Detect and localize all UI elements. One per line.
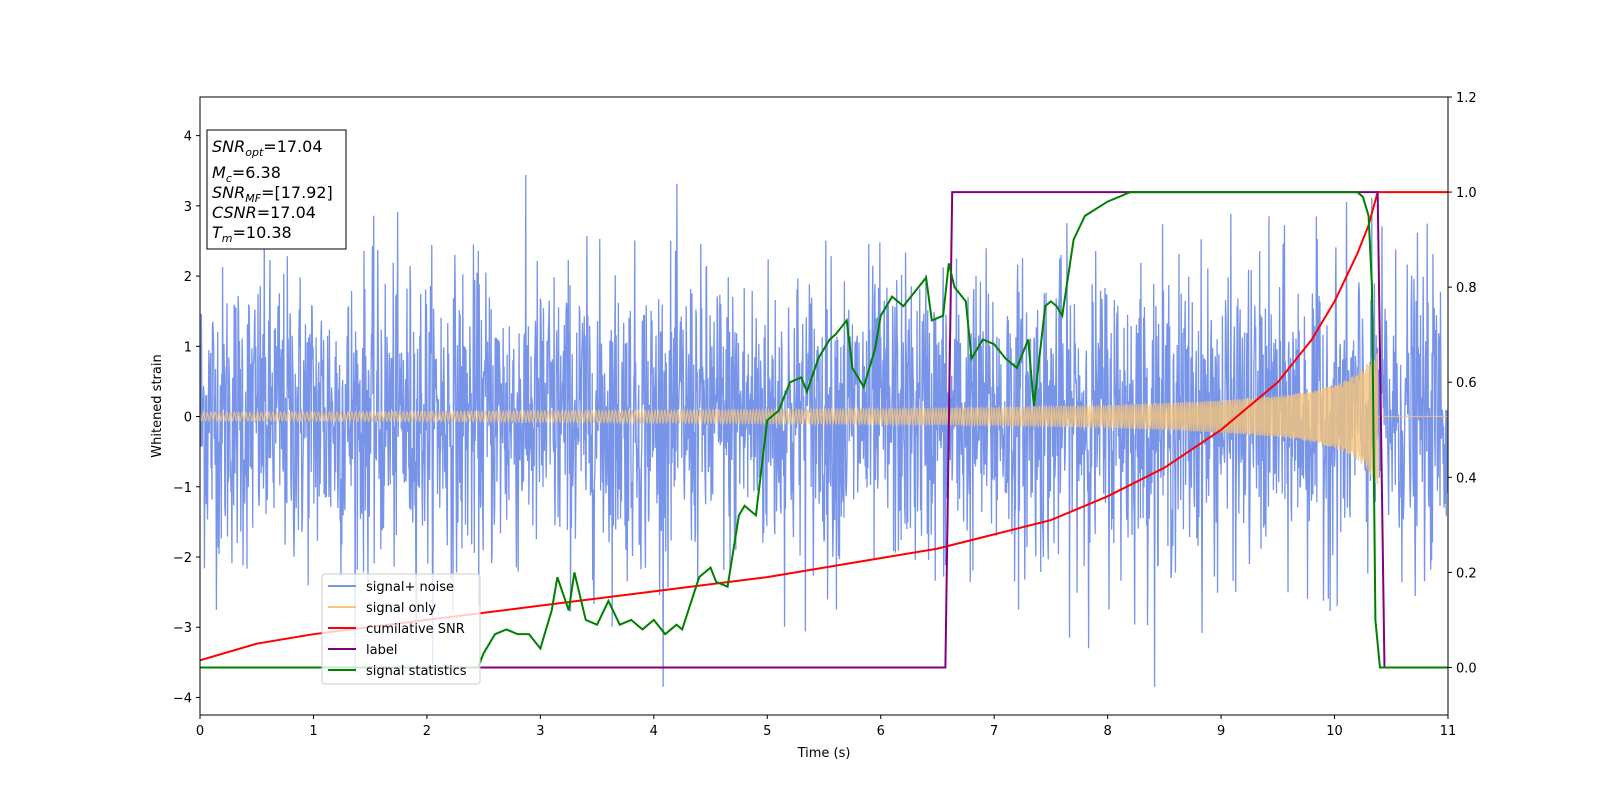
- x-tick-label: 1: [309, 724, 317, 739]
- legend-label-signal-noise: signal+ noise: [366, 580, 454, 595]
- x-tick-label: 0: [196, 724, 204, 739]
- info-snr-opt: SNRopt=17.04: [212, 137, 323, 159]
- x-tick-label: 11: [1440, 724, 1457, 739]
- info-snr-mf: SNRMF=[17.92]: [212, 183, 333, 205]
- legend-label-cumulative-snr: cumilative SNR: [366, 622, 465, 637]
- y-tick-label: −2: [173, 551, 192, 566]
- x-tick-label: 4: [650, 724, 658, 739]
- info-tm: Tm=10.38: [212, 223, 292, 245]
- y-axis-label: Whitened strain: [150, 354, 165, 457]
- y-tick-label: 4: [184, 130, 192, 145]
- series-layer: [200, 175, 1448, 687]
- x-tick-label: 5: [763, 724, 771, 739]
- info-csnr: CSNR=17.04: [212, 203, 316, 222]
- legend: signal+ noise signal only cumilative SNR…: [321, 573, 481, 685]
- legend-frame: [321, 573, 481, 685]
- x-tick-label: 10: [1326, 724, 1343, 739]
- info-box-frame: [206, 129, 347, 250]
- y-tick-label: 1: [184, 340, 192, 355]
- plot-frame: [199, 96, 1449, 716]
- y2-tick-label: 1.2: [1456, 91, 1477, 106]
- y2-tick-label: 0.6: [1456, 376, 1477, 391]
- y2-tick-label: 0.8: [1456, 281, 1477, 296]
- ticks-layer: 0 1 2 3 4 5 6 7 8 9 10 11 −4 −3 −2 −1 0 1 2 3 4 0.0 0.2 0.4 0.6 0…: [173, 91, 1477, 739]
- y-tick-label: 2: [184, 270, 192, 285]
- info-box: SNRopt=17.04 Mc=6.38 SNRMF=[17.92] CSNR=…: [206, 129, 347, 250]
- y-tick-label: 0: [184, 411, 192, 426]
- y-tick-label: 3: [184, 200, 192, 215]
- y2-tick-label: 0.0: [1456, 661, 1477, 676]
- x-tick-label: 2: [423, 724, 431, 739]
- y2-tick-label: 1.0: [1456, 186, 1477, 201]
- y-tick-label: −3: [173, 621, 192, 636]
- x-tick-label: 8: [1103, 724, 1111, 739]
- series-signal-noise: [200, 175, 1448, 687]
- y2-tick-label: 0.4: [1456, 471, 1477, 486]
- x-tick-label: 6: [877, 724, 885, 739]
- info-mc: Mc=6.38: [212, 163, 281, 185]
- x-axis-label: Time (s): [797, 746, 851, 761]
- legend-label-label: label: [366, 643, 397, 658]
- x-tick-label: 7: [990, 724, 998, 739]
- series-cumulative-snr: [200, 191, 1448, 662]
- x-tick-label: 3: [536, 724, 544, 739]
- x-tick-label: 9: [1217, 724, 1225, 739]
- series-signal-only: [200, 353, 1448, 484]
- legend-label-signal-statistics: signal statistics: [366, 664, 467, 679]
- y-tick-label: −1: [173, 481, 192, 496]
- y-tick-label: −4: [173, 691, 192, 706]
- y2-tick-label: 0.2: [1456, 566, 1477, 581]
- legend-label-signal-only: signal only: [366, 601, 436, 616]
- series-signal-statistics: [200, 191, 1448, 669]
